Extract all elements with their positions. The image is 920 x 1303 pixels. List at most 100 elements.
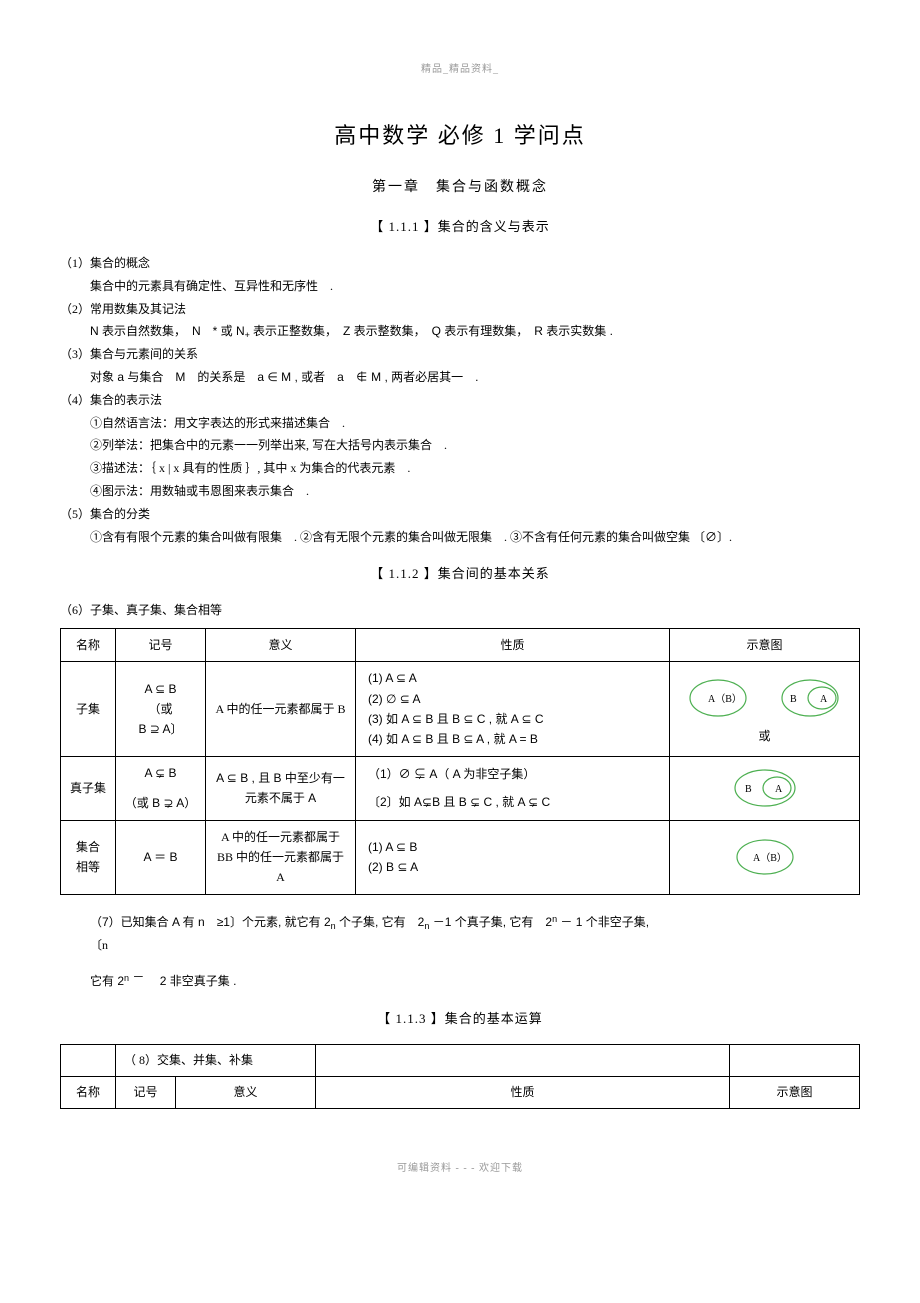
th-property: 性质 [316,1076,730,1108]
chapter-title: 第一章 集合与函数概念 [60,175,860,202]
text-run: A ⊆ B [124,679,197,699]
document-body: 高中数学 必修 1 学问点 第一章 集合与函数概念 【 1.1.1 】集合的含义… [60,115,860,1109]
text-run: B ⊇ A〕 [124,719,197,739]
th-property: 性质 [356,628,670,661]
text-run: 集合 [69,837,107,857]
item-4-1: ①自然语言法：用文字表达的形式来描述集合 . [90,412,860,435]
text-run: (4) 如 A ⊆ B 且 B ⊆ A , 就 A = B [368,729,661,749]
item-8-title: （ 8）交集、并集、补集 [116,1044,316,1076]
text-run: N 表示自然数集， N * 或 N [90,324,245,338]
th-diagram: 示意图 [670,628,860,661]
th-symbol: 记号 [116,628,206,661]
text-run: (3) 如 A ⊆ B 且 B ⊆ C , 就 A ⊆ C [368,709,661,729]
cell-symbol: A ⊊ B （或 B ⊋ A） [116,756,206,820]
cell-empty [730,1044,860,1076]
header-watermark: 精品_精品资料_ [60,60,860,75]
venn-equal-icon: A（B） [715,835,815,880]
th-diagram: 示意图 [730,1076,860,1108]
text-run: 相等 [69,857,107,877]
venn-subset-icon: A（B） B A [680,671,850,726]
th-meaning: 意义 [206,628,356,661]
table-row-equal: 集合 相等 A ＝ B A 中的任一元素都属于 BB 中的任一元素都属于 A (… [61,820,860,894]
minus-sign: － [132,970,144,984]
text-run: （或 [124,699,197,719]
cell-name: 真子集 [61,756,116,820]
cell-diagram: B A [670,756,860,820]
table-row-subset: 子集 A ⊆ B （或 B ⊇ A〕 A 中的任一元素都属于 B (1) A ⊆… [61,662,860,757]
text-run: － 1 个非空子集, [560,915,649,929]
item-1-body: 集合中的元素具有确定性、互异性和无序性 . [90,275,860,298]
item-6-title: （6）子集、真子集、集合相等 [60,599,860,622]
text-run: （7）已知集合 A 有 n ≥1〕个元素, 就它有 2 [90,915,331,929]
cell-diagram: A（B） B A 或 [670,662,860,757]
table-header-row: 名称 记号 意义 性质 示意图 [61,1076,860,1108]
cell-symbol: A ＝ B [116,820,206,894]
th-meaning: 意义 [176,1076,316,1108]
table-row-proper-subset: 真子集 A ⊊ B （或 B ⊋ A） A ⊆ B , 且 B 中至少有一元素不… [61,756,860,820]
cell-property: (1) A ⊆ B (2) B ⊆ A [356,820,670,894]
table-row: （ 8）交集、并集、补集 [61,1044,860,1076]
text-run: －1 个真子集, 它有 2 [433,915,552,929]
text-run: 2 非空真子集 . [148,974,237,988]
document-title: 高中数学 必修 1 学问点 [60,115,860,157]
item-3-body: 对象 a 与集合 M 的关系是 a ∈ M , 或者 a ∉ M , 两者必居其… [90,366,860,389]
cell-property: (1) A ⊆ A (2) ∅ ⊆ A (3) 如 A ⊆ B 且 B ⊆ C … [356,662,670,757]
item-4-4: ④图示法：用数轴或韦恩图来表示集合 . [90,480,860,503]
cell-symbol: A ⊆ B （或 B ⊇ A〕 [116,662,206,757]
section-title-113: 【 1.1.3 】集合的基本运算 [60,1007,860,1032]
th-name: 名称 [61,628,116,661]
operations-table: （ 8）交集、并集、补集 名称 记号 意义 性质 示意图 [60,1044,860,1109]
superscript-n: n [552,914,557,924]
text-run: A ⊊ B [124,763,197,783]
item-7-line2: 〔n [90,934,860,957]
cell-diagram: A（B） [670,820,860,894]
subscript-n: n [424,921,429,931]
svg-text:A（B）: A（B） [753,852,787,864]
item-5-title: （5）集合的分类 [60,503,860,526]
cell-meaning: A 中的任一元素都属于 B [206,662,356,757]
section-title-112: 【 1.1.2 】集合间的基本关系 [60,562,860,587]
svg-text:A: A [775,784,783,795]
text-run: 〔2〕如 A⊊B 且 B ⊊ C , 就 A ⊊ C [368,792,661,812]
cell-property: （1）∅ ⊊ A（ A 为非空子集） 〔2〕如 A⊊B 且 B ⊊ C , 就 … [356,756,670,820]
cell-meaning: A ⊆ B , 且 B 中至少有一元素不属于 A [206,756,356,820]
section-title-111: 【 1.1.1 】集合的含义与表示 [60,215,860,240]
item-7-line3: 它有 2n － 2 非空真子集 . [90,970,860,993]
text-run: (2) ∅ ⊆ A [368,689,661,709]
item-4-3: ③描述法：｛ x | x 具有的性质 ｝, 其中 x 为集合的代表元素 . [90,457,860,480]
text-run: （或 B ⊋ A） [124,793,197,813]
item-4-title: （4）集合的表示法 [60,389,860,412]
text-run: 它有 2 [90,974,124,988]
text-run: 个子集, 它有 2 [339,915,424,929]
subscript-n: n [331,921,336,931]
cell-name: 子集 [61,662,116,757]
item-2-body: N 表示自然数集， N * 或 N+ 表示正整数集， Z 表示整数集， Q 表示… [90,320,860,343]
item-2-title: （2）常用数集及其记法 [60,298,860,321]
item-4-2: ②列举法：把集合中的元素一一列举出来, 写在大括号内表示集合 . [90,434,860,457]
svg-text:A: A [820,694,828,705]
diagram-label-or: 或 [678,726,851,746]
relations-table: 名称 记号 意义 性质 示意图 子集 A ⊆ B （或 B ⊇ A〕 A 中的任… [60,628,860,895]
venn-proper-subset-icon: B A [705,763,825,813]
text-run: (1) A ⊆ A [368,668,661,688]
svg-text:A（B）: A（B） [708,693,742,705]
superscript-n: n [124,973,129,983]
th-symbol: 记号 [116,1076,176,1108]
text-run: 表示正整数集， Z 表示整数集， Q 表示有理数集， R 表示实数集 . [253,324,613,338]
item-3-title: （3）集合与元素间的关系 [60,343,860,366]
item-1-title: （1）集合的概念 [60,252,860,275]
svg-text:B: B [745,784,752,795]
table-header-row: 名称 记号 意义 性质 示意图 [61,628,860,661]
cell-empty [316,1044,730,1076]
item-7-line1: （7）已知集合 A 有 n ≥1〕个元素, 就它有 2n 个子集, 它有 2n … [90,911,860,934]
text-run: (1) A ⊆ B [368,837,661,857]
subscript-plus: + [245,330,250,340]
cell-meaning: A 中的任一元素都属于 BB 中的任一元素都属于 A [206,820,356,894]
footer-watermark: 可编辑资料 - - - 欢迎下载 [60,1159,860,1174]
svg-text:B: B [790,694,797,705]
text-run: (2) B ⊆ A [368,857,661,877]
th-name: 名称 [61,1076,116,1108]
cell-name: 集合 相等 [61,820,116,894]
text-run: （1）∅ ⊊ A（ A 为非空子集） [368,764,661,784]
item-5-body: ①含有有限个元素的集合叫做有限集 . ②含有无限个元素的集合叫做无限集 . ③不… [90,526,860,549]
